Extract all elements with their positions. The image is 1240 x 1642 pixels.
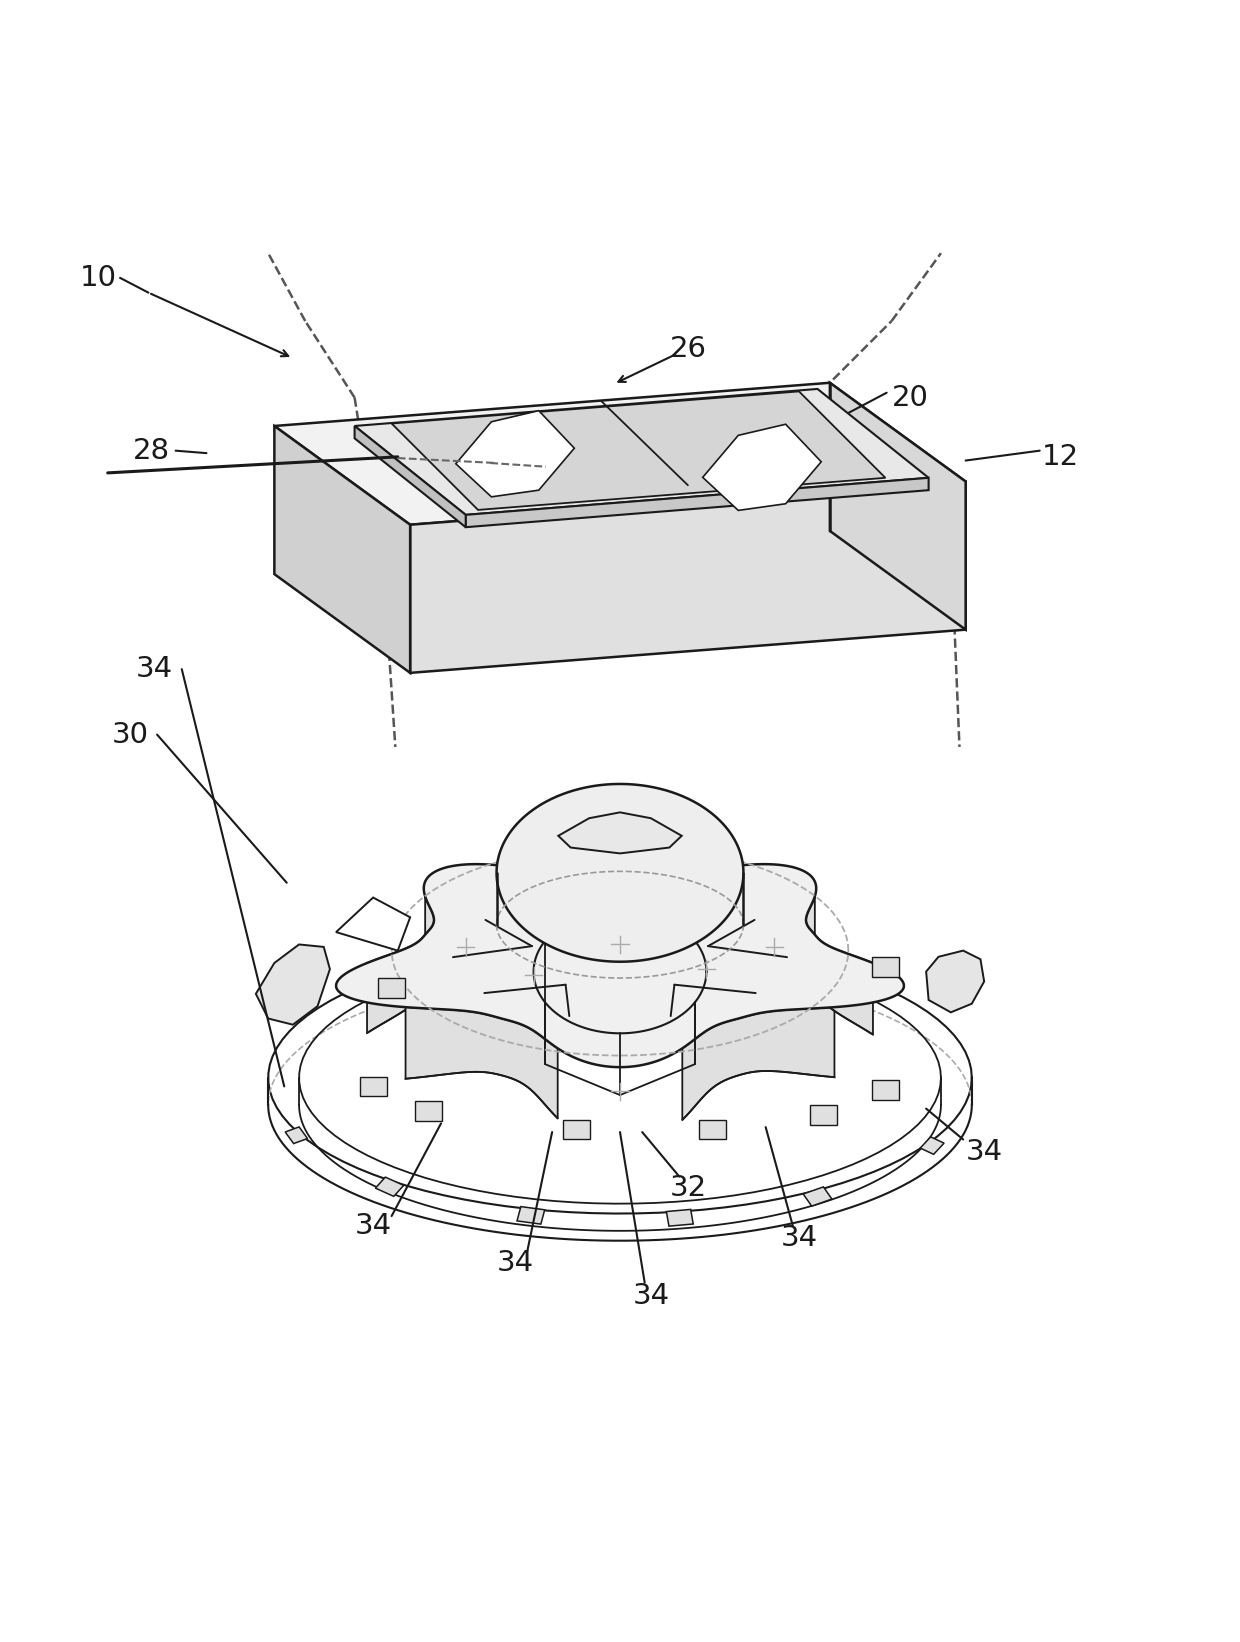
Text: 34: 34 bbox=[780, 1225, 817, 1253]
Text: 30: 30 bbox=[112, 721, 149, 749]
Polygon shape bbox=[415, 1102, 443, 1121]
Text: 34: 34 bbox=[355, 1212, 392, 1240]
Text: 12: 12 bbox=[1042, 443, 1079, 471]
Polygon shape bbox=[367, 897, 434, 1033]
Polygon shape bbox=[703, 424, 821, 511]
Polygon shape bbox=[360, 1077, 387, 1097]
Polygon shape bbox=[466, 478, 929, 527]
Polygon shape bbox=[410, 481, 966, 673]
Polygon shape bbox=[376, 1177, 404, 1197]
Polygon shape bbox=[496, 783, 744, 962]
Polygon shape bbox=[274, 425, 410, 673]
Text: 34: 34 bbox=[136, 655, 174, 683]
Polygon shape bbox=[336, 864, 904, 1067]
Polygon shape bbox=[285, 1126, 308, 1143]
Polygon shape bbox=[274, 383, 966, 525]
Polygon shape bbox=[682, 1007, 835, 1120]
Polygon shape bbox=[804, 1187, 832, 1207]
Polygon shape bbox=[456, 410, 574, 498]
Text: 10: 10 bbox=[79, 264, 117, 292]
Polygon shape bbox=[558, 813, 682, 854]
Polygon shape bbox=[806, 897, 873, 1034]
Polygon shape bbox=[872, 1080, 899, 1100]
Polygon shape bbox=[392, 391, 885, 511]
Polygon shape bbox=[526, 869, 714, 941]
Text: 34: 34 bbox=[496, 1250, 533, 1277]
Polygon shape bbox=[355, 389, 929, 516]
Polygon shape bbox=[378, 977, 405, 998]
Polygon shape bbox=[405, 1007, 558, 1118]
Polygon shape bbox=[517, 1207, 544, 1223]
Text: 32: 32 bbox=[670, 1174, 707, 1202]
Polygon shape bbox=[830, 383, 966, 629]
Text: 20: 20 bbox=[892, 384, 929, 412]
Polygon shape bbox=[872, 957, 899, 977]
Text: 34: 34 bbox=[966, 1138, 1003, 1166]
Text: 26: 26 bbox=[670, 335, 707, 363]
Polygon shape bbox=[926, 951, 985, 1013]
Text: 28: 28 bbox=[133, 437, 170, 465]
Text: 34: 34 bbox=[632, 1282, 670, 1310]
Polygon shape bbox=[666, 1210, 693, 1227]
Polygon shape bbox=[699, 1120, 727, 1140]
Polygon shape bbox=[355, 425, 466, 527]
Polygon shape bbox=[810, 1105, 837, 1125]
Polygon shape bbox=[920, 1136, 944, 1154]
Polygon shape bbox=[336, 898, 410, 951]
Polygon shape bbox=[255, 944, 330, 1025]
Polygon shape bbox=[563, 1120, 590, 1140]
